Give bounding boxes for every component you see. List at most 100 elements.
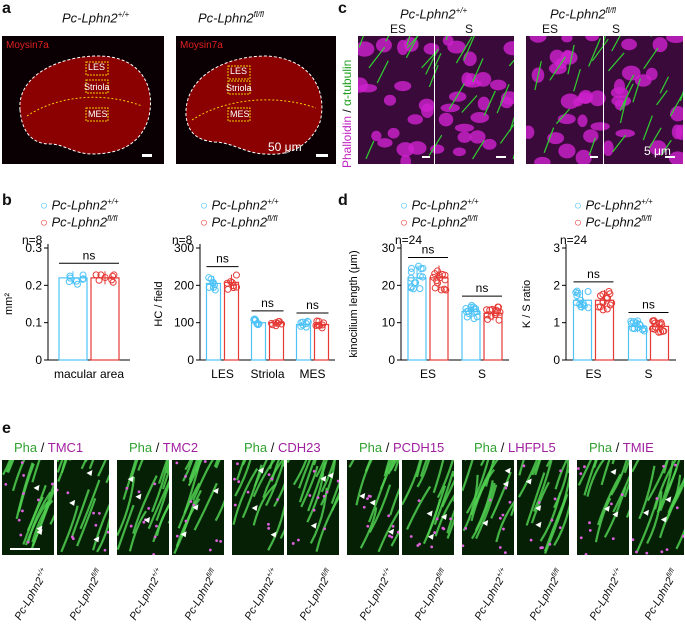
stereocilia-strand (188, 460, 200, 483)
kinocilium-line (496, 83, 510, 114)
puncta (610, 502, 613, 506)
chart-macular-area: 0 0.1 0.2 0.3 mm² n=8 ns macular area (3, 233, 130, 381)
kinocilium-line (632, 78, 641, 103)
hair-bundle-blob (489, 79, 507, 91)
stereocilia-strand (379, 460, 395, 490)
stereocilia-strand (97, 460, 107, 477)
kinocilium-line (573, 68, 581, 92)
stereocilia-strand (646, 460, 669, 502)
kinocilium-line (611, 36, 621, 52)
data-point (584, 304, 592, 312)
panel-e-image-tmc2-wt (117, 460, 169, 555)
stereocilia-strand (543, 493, 569, 554)
stereocilia-strand (7, 460, 15, 473)
stereocilia-strand (267, 504, 284, 551)
puncta (675, 506, 679, 510)
puncta (559, 469, 562, 473)
stereocilia-strand (2, 460, 12, 476)
puncta (502, 527, 505, 531)
arrowhead (180, 531, 187, 538)
data-point (407, 284, 415, 292)
hair-bundle-blob (408, 141, 427, 155)
stereocilia-strand (320, 460, 336, 493)
significance-label: ns (261, 296, 274, 310)
stereocilia-strand (253, 460, 268, 487)
hair-bundle-blob (358, 77, 368, 93)
category-label: LES (211, 367, 234, 381)
puncta (21, 509, 24, 513)
data-point (603, 305, 611, 313)
scale-bar (665, 156, 675, 158)
kinocilium-line (385, 36, 390, 42)
panel-e-label: e (2, 420, 11, 437)
stereocilia-strand (128, 510, 147, 552)
arrowhead (33, 484, 40, 491)
kinocilium-line (365, 140, 375, 160)
stereocilia-strand (241, 460, 247, 466)
stereocilia-strand (177, 482, 201, 529)
stereocilia-strand (252, 460, 276, 498)
data-point (408, 264, 416, 272)
data-point (574, 289, 582, 297)
stereocilia-strand (465, 460, 490, 514)
stereocilia-strand (57, 460, 68, 482)
puncta (237, 480, 241, 484)
puncta (336, 479, 339, 483)
stereocilia-strand (268, 460, 274, 470)
bar (483, 312, 503, 361)
puncta (508, 500, 512, 504)
stereocilia-strand (234, 460, 252, 497)
genotype-label-lhfpl5-wt: Pc-Lphn2+/+ (472, 566, 507, 623)
data-point (318, 321, 326, 329)
stereocilia-strand (312, 460, 317, 466)
stereocilia-strand (416, 460, 431, 488)
genotype-label-pcdh15-wt: Pc-Lphn2+/+ (357, 566, 392, 623)
stereocilia-strand (192, 460, 214, 501)
puncta (488, 498, 492, 502)
kinocilium-line (428, 64, 439, 88)
arrowhead (135, 493, 142, 500)
hair-bundle-blob (577, 114, 588, 128)
y-axis-label: kinocilium length (μm) (348, 250, 360, 357)
region-striola-wt: Striola (84, 82, 110, 92)
stereocilia-strand (384, 460, 393, 474)
hair-bundle-blob (649, 140, 667, 156)
kinocilium-line (425, 48, 439, 75)
arrowhead (192, 504, 199, 511)
puncta (208, 548, 212, 552)
puncta (291, 542, 295, 545)
region-mes-ko: MES (230, 109, 250, 119)
data-point (73, 277, 81, 285)
arrowhead (359, 492, 366, 499)
stereocilia-strand (137, 460, 144, 471)
data-point (638, 326, 646, 334)
data-point (419, 264, 427, 272)
hair-bundle-blob (375, 38, 392, 53)
stereocilia-strand (265, 460, 284, 507)
hair-bundle-blob (400, 154, 412, 164)
kinocilium-line (659, 76, 670, 94)
y-tick-label: 20 (382, 278, 396, 292)
hair-bundle-blob (461, 72, 473, 87)
hair-bundle-blob (585, 36, 600, 42)
kinocilium-line (483, 90, 496, 116)
stereocilia-strand (553, 503, 569, 546)
puncta (323, 527, 327, 531)
stereocilia-strand (195, 460, 203, 473)
hair-bundle-blob (614, 99, 626, 111)
genotype-label-pcdh15-ko: Pc-Lphn2fl/fl (412, 567, 447, 623)
puncta (236, 462, 239, 466)
data-point (224, 285, 232, 293)
n-label: n=8 (172, 233, 193, 247)
arrowhead (426, 510, 433, 517)
y-tick-label: 300 (174, 241, 194, 255)
kinocilium-line (461, 95, 478, 113)
legend-d2: ○ Pc-Lphn2+/+ ○ Pc-Lphn2fl/fl (574, 197, 653, 230)
data-point (429, 273, 437, 281)
kinocilium-line (619, 96, 628, 124)
stereocilia-strand (419, 460, 428, 477)
stereocilia-strand (31, 499, 54, 543)
puncta (665, 548, 669, 552)
data-point (431, 270, 439, 278)
panel-c-title-wt: Pc-Lphn2+/+ (400, 6, 468, 22)
